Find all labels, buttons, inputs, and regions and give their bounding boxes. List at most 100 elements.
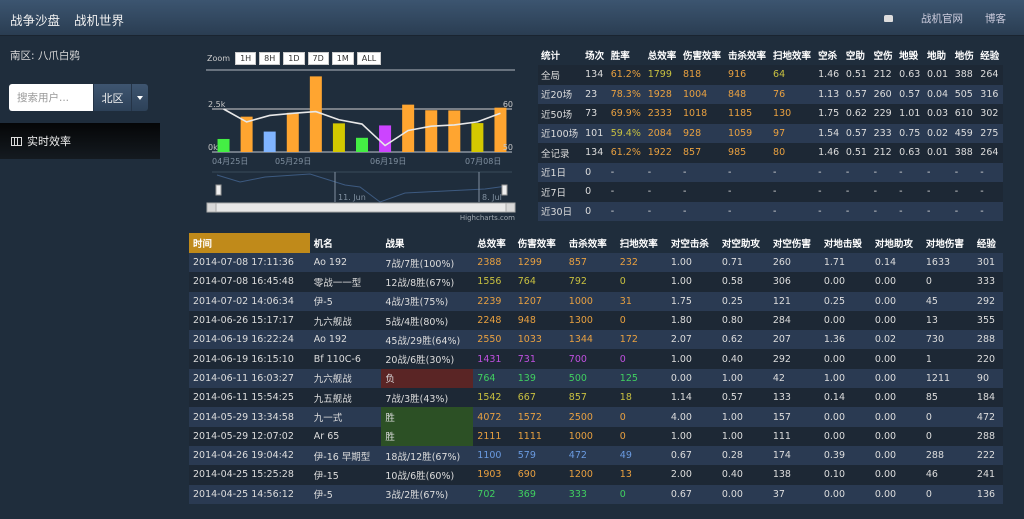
match-history-table: 时间 机名 战果 总效率 伤害效率 击杀效率 扫地效率 对空击杀 对空助攻 对空伤害 对地击毁 对地助… (189, 233, 1003, 504)
match-header[interactable]: 对空助攻 (717, 233, 769, 253)
match-cell: 85 (921, 388, 973, 408)
match-cell: 2014-05-29 12:07:02 (189, 426, 310, 446)
match-cell: 20战/6胜(30%) (381, 349, 474, 369)
stats-row: 全记录 134 61.2% 1922 857 985 80 1.46 0.51 212 0.63 0.… (538, 143, 1003, 163)
match-cell: 0 (921, 484, 973, 504)
match-header[interactable]: 对地击毁 (819, 233, 871, 253)
match-cell: 139 (513, 368, 565, 389)
zoom-all-button[interactable]: ALL (356, 52, 382, 65)
match-cell: 2.00 (666, 465, 718, 485)
match-cell: 37 (768, 484, 820, 504)
zone-dropdown-toggle[interactable] (131, 84, 148, 111)
match-cell: 333 (564, 484, 616, 504)
stats-cell: - (644, 201, 681, 221)
stats-header: 经验 (980, 51, 1000, 62)
match-cell: 0.00 (870, 465, 922, 485)
stats-cell: 76 (770, 84, 816, 104)
match-cell: 207 (768, 330, 820, 350)
stats-header: 场次 (585, 51, 605, 62)
search-user-input[interactable] (9, 84, 93, 111)
stats-cell: - (680, 162, 726, 182)
nav-link-blog[interactable]: 博客 (985, 13, 1006, 25)
zone-select-button[interactable]: 北区 (93, 84, 131, 111)
match-header[interactable]: 时间 (189, 233, 310, 253)
match-header[interactable]: 战果 (381, 233, 474, 253)
zoom-7d-button[interactable]: 7D (307, 52, 329, 65)
match-cell: 730 (921, 330, 973, 350)
table-row: 2014-06-11 15:54:25 九五舰战 7战/3胜(43%) 1542 667… (189, 388, 1003, 408)
match-cell: 胜 (381, 426, 474, 446)
match-cell: 4.00 (666, 407, 718, 427)
match-cell: 948 (513, 310, 565, 331)
stats-row: 全局 134 61.2% 1799 818 916 64 1.46 0.51 212 0.63 0.0… (538, 65, 1003, 85)
stats-cell: 229 (870, 104, 897, 124)
stats-cell: 302 (977, 104, 1003, 124)
match-cell: 0.00 (870, 272, 922, 292)
stats-header: 总效率 (647, 51, 677, 62)
match-header[interactable]: 对地伤害 (921, 233, 973, 253)
stats-cell: - (607, 182, 645, 202)
stats-cell: 459 (951, 123, 978, 143)
match-cell: 2014-06-11 15:54:25 (189, 388, 310, 408)
match-cell: 2239 (473, 291, 514, 311)
match-cell: 1.00 (717, 407, 769, 427)
match-cell: 0.39 (819, 445, 871, 466)
match-cell: 0.67 (666, 484, 718, 504)
stats-cell: - (607, 162, 645, 182)
stats-cell: 80 (770, 143, 816, 163)
chart-plot[interactable]: 2.5k 0k 60 50 04月25日 05月29日 06月19日 07月08日 11. Ju… (205, 50, 517, 222)
stats-row: 近30日 0- - - - - - - - - - - - (538, 201, 1003, 221)
match-cell: 1542 (473, 388, 514, 408)
stats-cell: 0.63 (896, 65, 924, 85)
stats-cell: - (680, 182, 726, 202)
match-cell: 1.00 (717, 426, 769, 446)
match-cell: 2014-06-11 16:03:27 (189, 368, 310, 389)
stats-cell: 64 (770, 65, 816, 85)
match-header[interactable]: 经验 (972, 233, 1003, 253)
brand-link[interactable]: 战争沙盘 (10, 13, 61, 28)
stats-cell: 130 (770, 104, 816, 124)
match-cell: 零战一一型 (309, 272, 382, 292)
match-header[interactable]: 机名 (309, 233, 382, 253)
match-cell: 2500 (564, 407, 616, 427)
match-cell: 2014-06-19 16:15:10 (189, 349, 310, 369)
efficiency-chart: Zoom 1H 8H 1D 7D 1M ALL 2.5k 0k 60 50 04月25日… (205, 50, 517, 222)
search-group: 北区 (9, 84, 148, 111)
zoom-1d-button[interactable]: 1D (283, 52, 305, 65)
match-header[interactable]: 击杀效率 (564, 233, 616, 253)
nav-link-official-site[interactable]: 战机官网 (921, 13, 963, 25)
svg-text:05月29日: 05月29日 (275, 157, 311, 166)
match-cell: 2014-04-25 15:25:28 (189, 465, 310, 485)
match-cell: 45战/29胜(64%) (381, 330, 474, 350)
sidebar-item-realtime-efficiency[interactable]: 实时效率 (0, 123, 160, 159)
zoom-1m-button[interactable]: 1M (331, 52, 354, 65)
stats-row: 近1日 0- - - - - - - - - - - - (538, 162, 1003, 182)
stats-cell: 近30日 (538, 201, 583, 221)
zoom-8h-button[interactable]: 8H (259, 52, 281, 65)
match-header[interactable]: 对空击杀 (666, 233, 718, 253)
svg-text:0k: 0k (208, 143, 218, 152)
stats-cell: - (815, 201, 843, 221)
stats-cell: 0.57 (842, 123, 871, 143)
stats-cell: 2084 (644, 123, 681, 143)
match-header[interactable]: 对空伤害 (768, 233, 820, 253)
match-cell: 690 (513, 465, 565, 485)
match-header[interactable]: 总效率 (473, 233, 514, 253)
stats-cell: 1922 (644, 143, 681, 163)
match-cell: 133 (768, 388, 820, 408)
stats-row: 近100场 101 59.4% 2084 928 1059 97 1.54 0.57 233 0.7… (538, 123, 1003, 143)
match-cell: 45 (921, 291, 973, 311)
match-cell: 伊-5 (309, 484, 382, 504)
stats-cell: 1.75 (815, 104, 843, 124)
inbox-icon[interactable] (884, 15, 893, 22)
match-header[interactable]: 对地助攻 (870, 233, 922, 253)
stats-cell: 275 (977, 123, 1003, 143)
match-cell: 0.00 (870, 368, 922, 389)
match-cell: 0.10 (819, 465, 871, 485)
nav-link-plane-world[interactable]: 战机世界 (74, 13, 125, 28)
match-cell: 49 (615, 445, 667, 466)
zoom-1h-button[interactable]: 1H (235, 52, 257, 65)
match-cell: 0.40 (717, 349, 769, 369)
match-header[interactable]: 扫地效率 (615, 233, 667, 253)
match-header[interactable]: 伤害效率 (513, 233, 565, 253)
